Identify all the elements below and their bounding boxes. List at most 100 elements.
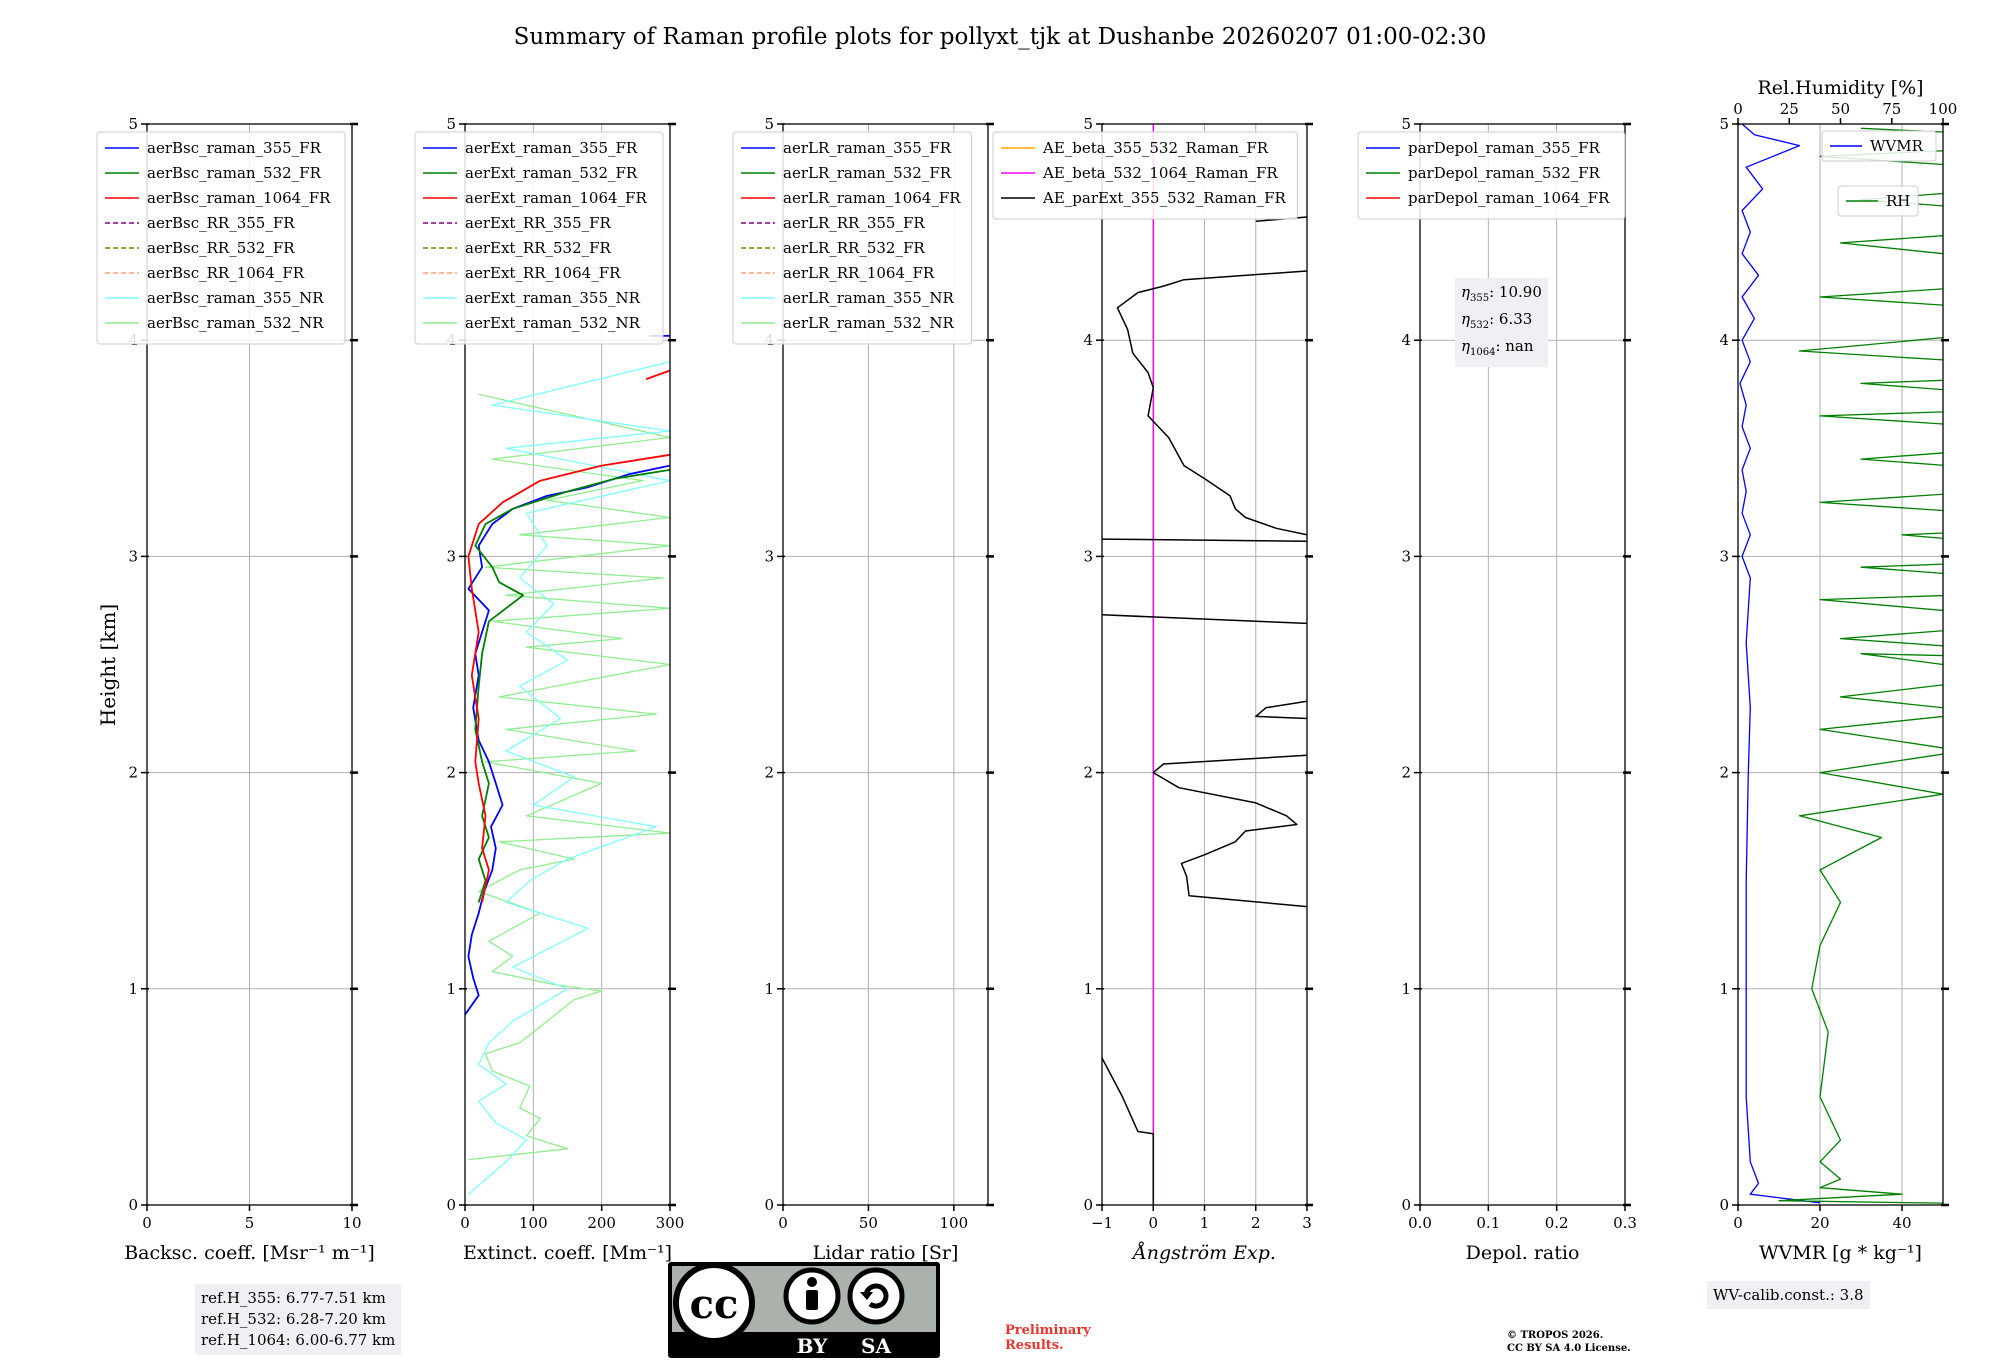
- legend-label-AE_beta_532_1064_Raman_FR: AE_beta_532_1064_Raman_FR: [1042, 164, 1278, 182]
- legend-label-aerBsc_RR_1064_FR: aerBsc_RR_1064_FR: [147, 264, 305, 282]
- x-axis-label: Depol. ratio: [1466, 1242, 1580, 1264]
- top-x-tick-label: 0: [1733, 100, 1743, 118]
- series-AE_parExt_355_532_Raman_FR_low: [1102, 1057, 1155, 1205]
- y-tick-label: 4: [1719, 331, 1729, 349]
- series-AE_parExt_355_532_Raman_FR_d: [1102, 538, 1307, 543]
- y-tick-label: 1: [1401, 980, 1411, 998]
- height-axis-label: Height [km]: [96, 604, 120, 726]
- axes-frame: [782, 123, 989, 1206]
- y-tick-label: 0: [128, 1196, 138, 1214]
- wv-calibration-box: WV-calib.const.: 3.8: [1707, 1281, 1870, 1309]
- top-x-tick-label: 50: [1831, 100, 1850, 118]
- y-tick-label: 3: [1083, 547, 1093, 565]
- y-tick-label: 2: [1401, 764, 1411, 782]
- legend-label-aerLR_raman_1064_FR: aerLR_raman_1064_FR: [783, 189, 961, 207]
- eta-532: η532: 6.33: [1461, 310, 1533, 331]
- series-aerExt_raman_1064_FR: [467, 453, 670, 903]
- legend-label-aerLR_raman_355_NR: aerLR_raman_355_NR: [783, 289, 954, 307]
- legend-label-parDepol_raman_1064_FR: parDepol_raman_1064_FR: [1408, 189, 1610, 207]
- cc-sa-label: SA: [861, 1334, 891, 1358]
- x-tick-label: 0: [1148, 1214, 1158, 1232]
- legend-label-aerExt_RR_355_FR: aerExt_RR_355_FR: [465, 214, 612, 232]
- x-tick-label: 50: [859, 1214, 878, 1232]
- top-axis-label: Rel.Humidity [%]: [1757, 77, 1923, 99]
- cc-text: cc: [690, 1281, 739, 1328]
- y-tick-label: 2: [1083, 764, 1093, 782]
- y-tick-label: 1: [128, 980, 138, 998]
- cc-by-label: BY: [797, 1334, 829, 1358]
- y-tick-label: 0: [764, 1196, 774, 1214]
- series-aerExt_raman_532_NR: [468, 393, 670, 1161]
- series-aerExt_raman_1064_FR_top: [645, 369, 670, 380]
- legend-label-AE_parExt_355_532_Raman_FR: AE_parExt_355_532_Raman_FR: [1042, 189, 1287, 207]
- legend-label-aerLR_raman_355_FR: aerLR_raman_355_FR: [783, 139, 952, 157]
- preliminary-note: Preliminary Results.: [1005, 1323, 1091, 1353]
- legend-label-aerExt_raman_532_NR: aerExt_raman_532_NR: [465, 314, 641, 332]
- copyright-note: © TROPOS 2026. CC BY SA 4.0 License.: [1507, 1330, 1631, 1354]
- x-tick-label: 1: [1200, 1214, 1210, 1232]
- legend-label-aerLR_RR_355_FR: aerLR_RR_355_FR: [783, 214, 925, 232]
- legend-box: [992, 131, 1298, 220]
- series-AE_parExt_355_532_Raman_FR_e: [1116, 270, 1307, 536]
- axes-frame: [464, 123, 671, 1206]
- y-tick-label: 2: [446, 764, 456, 782]
- reference-heights-box: ref.H_355: 6.77-7.51 km ref.H_532: 6.28-…: [195, 1284, 402, 1355]
- y-tick-label: 4: [1401, 331, 1411, 349]
- x-axis-label: Extinct. coeff. [Mm⁻¹]: [463, 1242, 672, 1264]
- eta-box: η355: 10.90 η532: 6.33 η1064: nan: [1455, 278, 1548, 367]
- series-group: [1739, 124, 1943, 1204]
- y-tick-label: 3: [1401, 547, 1411, 565]
- x-tick-label: 40: [1892, 1214, 1911, 1232]
- legend-label-aerBsc_raman_532_FR: aerBsc_raman_532_FR: [147, 164, 322, 182]
- legend-label-aerBsc_raman_355_FR: aerBsc_raman_355_FR: [147, 139, 322, 157]
- y-tick-label: 0: [446, 1196, 456, 1214]
- x-tick-label: 0.2: [1545, 1214, 1569, 1232]
- y-tick-label: 3: [446, 547, 456, 565]
- x-tick-label: 100: [519, 1214, 548, 1232]
- y-tick-label: 5: [764, 115, 774, 133]
- y-tick-label: 1: [764, 980, 774, 998]
- top-x-tick-label: 100: [1929, 100, 1958, 118]
- legend-label-aerExt_raman_1064_FR: aerExt_raman_1064_FR: [465, 189, 647, 207]
- top-x-tick-label: 25: [1780, 100, 1799, 118]
- panel-extinction: 0123450100200300Extinct. coeff. [Mm⁻¹]ae…: [414, 115, 684, 1264]
- series-RH: [1778, 127, 1943, 1204]
- y-tick-label: 1: [1719, 980, 1729, 998]
- legend-label-aerBsc_raman_532_NR: aerBsc_raman_532_NR: [147, 314, 324, 332]
- x-tick-label: 10: [342, 1214, 361, 1232]
- legend-label-aerLR_raman_532_NR: aerLR_raman_532_NR: [783, 314, 954, 332]
- legend-label-AE_beta_355_532_Raman_FR: AE_beta_355_532_Raman_FR: [1042, 139, 1269, 157]
- legend-label-aerBsc_raman_355_NR: aerBsc_raman_355_NR: [147, 289, 324, 307]
- legend-box: [1821, 130, 1937, 162]
- legend-label-aerLR_RR_1064_FR: aerLR_RR_1064_FR: [783, 264, 935, 282]
- wv-calib-constant: WV-calib.const.: 3.8: [1713, 1286, 1864, 1304]
- panel-lidar_ratio: 012345050100Lidar ratio [Sr]aerLR_raman_…: [732, 115, 994, 1264]
- legend-label-aerExt_raman_355_FR: aerExt_raman_355_FR: [465, 139, 638, 157]
- panel-backscatter: 0123450510Backsc. coeff. [Msr⁻¹ m⁻¹]aerB…: [96, 115, 375, 1264]
- y-tick-label: 0: [1401, 1196, 1411, 1214]
- legend-label-aerExt_RR_1064_FR: aerExt_RR_1064_FR: [465, 264, 621, 282]
- legend-box: [96, 131, 346, 345]
- legend-box: [732, 131, 973, 345]
- series-WVMR: [1739, 124, 1821, 1204]
- legend-label-aerBsc_RR_532_FR: aerBsc_RR_532_FR: [147, 239, 295, 257]
- legend-label-aerLR_raman_532_FR: aerLR_raman_532_FR: [783, 164, 952, 182]
- series-group: [465, 335, 670, 1195]
- ref-height-1064: ref.H_1064: 6.00-6.77 km: [201, 1331, 396, 1349]
- x-tick-label: 0: [142, 1214, 152, 1232]
- x-tick-label: 0: [1733, 1214, 1743, 1232]
- x-axis-label: Backsc. coeff. [Msr⁻¹ m⁻¹]: [124, 1242, 375, 1264]
- eta-1064: η1064: nan: [1461, 337, 1534, 358]
- legend-label-aerExt_raman_355_NR: aerExt_raman_355_NR: [465, 289, 641, 307]
- x-tick-label: 5: [245, 1214, 255, 1232]
- x-tick-label: 0: [778, 1214, 788, 1232]
- y-tick-label: 4: [1083, 331, 1093, 349]
- ref-height-532: ref.H_532: 6.28-7.20 km: [201, 1310, 386, 1328]
- x-tick-label: 3: [1302, 1214, 1312, 1232]
- y-tick-label: 5: [1401, 115, 1411, 133]
- y-tick-label: 5: [1083, 115, 1093, 133]
- series-aerExt_raman_355_NR: [467, 361, 670, 1195]
- x-tick-label: 100: [940, 1214, 969, 1232]
